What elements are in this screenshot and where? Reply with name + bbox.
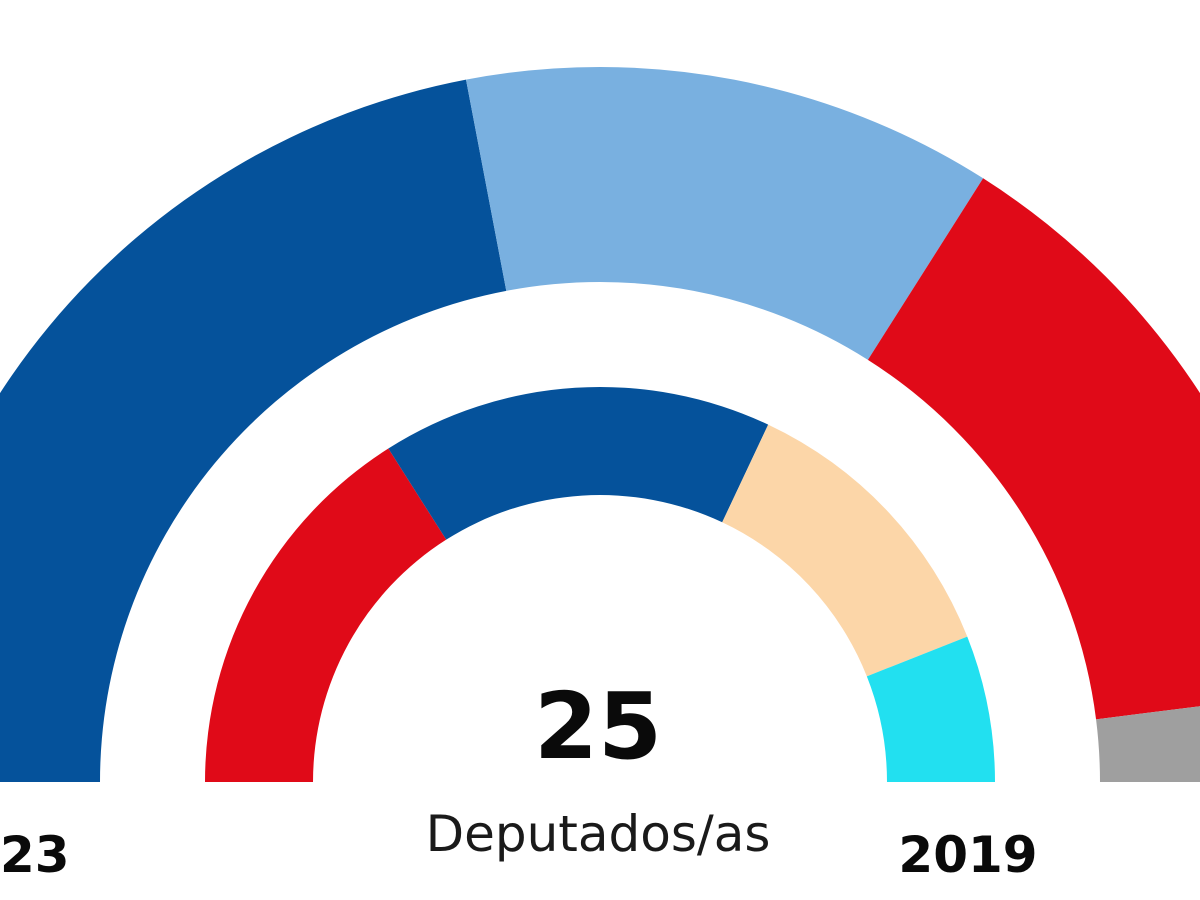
outer-ring-year-label: 23 — [0, 826, 70, 884]
inner-ring-segment-1 — [205, 448, 447, 782]
inner-ring-year-label: 2019 — [898, 826, 1037, 884]
outer-ring-segment-2 — [466, 66, 984, 360]
total-seats-label: Deputados/as — [426, 805, 771, 863]
outer-ring-segment-3 — [867, 178, 1200, 720]
total-seats: 25 — [534, 673, 662, 780]
inner-ring-segment-4 — [866, 636, 995, 782]
outer-ring-segment-1 — [0, 79, 507, 782]
inner-ring-segment-2 — [388, 386, 769, 540]
inner-ring — [205, 386, 995, 782]
outer-ring-segment-4 — [1096, 706, 1200, 782]
outer-ring — [0, 66, 1200, 782]
inner-ring-segment-3 — [722, 424, 968, 677]
